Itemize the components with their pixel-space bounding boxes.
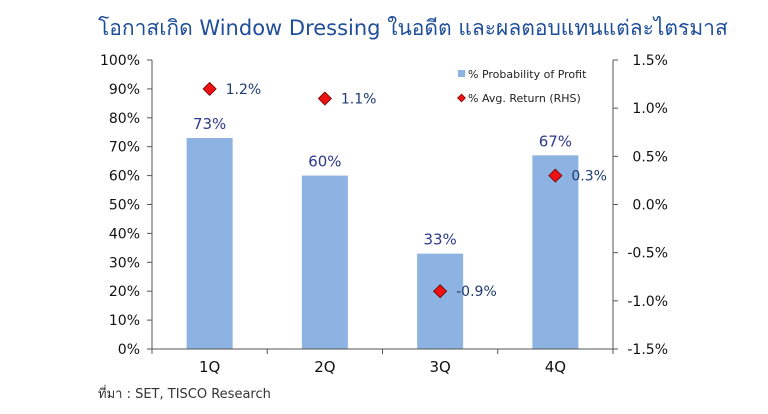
legend-return-label: % Avg. Return (RHS) — [468, 92, 581, 105]
bar-data-label: 60% — [308, 153, 341, 171]
left-tick-label: 100% — [100, 53, 140, 69]
left-tick-label: 40% — [109, 226, 140, 242]
bar-data-label: 73% — [193, 115, 226, 133]
bar — [301, 175, 348, 349]
right-tick-label: -1.5% — [627, 342, 668, 358]
right-tick-label: -0.5% — [627, 246, 668, 262]
source-note: ที่มา : SET, TISCO Research — [98, 387, 271, 402]
legend-bar-label: % Probability of Profit — [468, 68, 587, 81]
left-tick-label: 20% — [109, 284, 140, 300]
left-tick-label: 0% — [118, 342, 140, 358]
return-data-label: -0.9% — [456, 284, 497, 300]
return-marker — [317, 91, 332, 106]
right-tick-label: 1.0% — [632, 101, 668, 117]
category-label: 4Q — [545, 358, 566, 376]
return-data-label: 0.3% — [571, 169, 607, 185]
right-tick-label: -1.0% — [627, 294, 668, 310]
right-tick-label: 1.5% — [632, 53, 668, 69]
left-tick-label: 80% — [109, 111, 140, 127]
category-label: 2Q — [314, 358, 335, 376]
return-data-label: 1.2% — [226, 82, 262, 98]
return-data-label: 1.1% — [341, 92, 377, 108]
bar-series: 73% 60% 33% 67% — [186, 115, 579, 349]
return-marker — [433, 284, 448, 299]
left-tick-label: 30% — [109, 255, 140, 271]
right-tick-label: 0.0% — [632, 198, 668, 214]
return-marker — [202, 81, 217, 96]
legend-return-swatch — [457, 93, 466, 103]
right-axis: -1.5% -1.0% -0.5% 0.0% 0.5% 1.0% 1.5% — [612, 53, 668, 358]
left-tick-label: 60% — [109, 169, 140, 185]
bar — [417, 253, 464, 349]
left-tick-label: 10% — [109, 313, 140, 329]
bar — [186, 138, 233, 349]
left-tick-label: 90% — [109, 82, 140, 98]
left-tick-label: 50% — [109, 198, 140, 214]
chart-title: โอกาสเกิด Window Dressing ในอดีต และผลตอ… — [98, 16, 728, 40]
bar-data-label: 33% — [423, 231, 456, 249]
return-series: 1.2% 1.1% -0.9% 0.3% — [202, 81, 607, 300]
legend: % Probability of Profit % Avg. Return (RH… — [457, 68, 587, 105]
return-marker — [548, 168, 563, 183]
x-axis: 1Q 2Q 3Q 4Q — [151, 348, 614, 376]
right-tick-label: 0.5% — [632, 149, 668, 165]
bar-data-label: 67% — [539, 132, 572, 150]
category-label: 3Q — [429, 358, 450, 376]
legend-bar-swatch — [458, 70, 465, 77]
left-axis: 0% 10% 20% 30% 40% 50% 60% 70% 80% 90% 100% — [100, 53, 153, 358]
left-tick-label: 70% — [109, 140, 140, 156]
category-label: 1Q — [199, 358, 220, 376]
bar — [532, 155, 579, 349]
